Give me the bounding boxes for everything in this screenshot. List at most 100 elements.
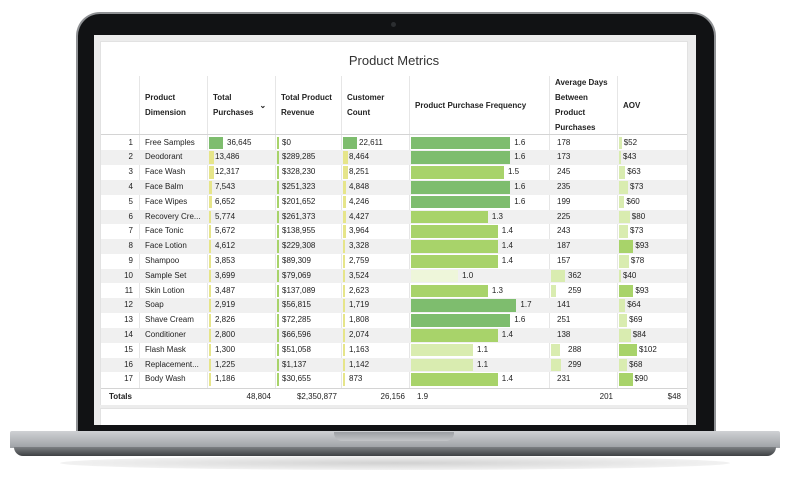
row-index: 15 [124, 344, 133, 354]
header-product-dimension[interactable]: Product Dimension [145, 93, 186, 117]
aov-bar [619, 328, 631, 342]
days-bar [551, 181, 553, 194]
aov-bar [619, 166, 626, 179]
average-days: 225 [557, 211, 571, 221]
total-product-revenue: $0 [282, 137, 291, 147]
table-row[interactable]: 5 Face Wipes 6,652 $201,652 4,246 1.6 199 $60 [101, 195, 687, 210]
customers-bar [343, 151, 349, 165]
frequency-bar [411, 166, 504, 179]
product-name: Face Balm [145, 181, 184, 191]
total-purchases: 5,774 [215, 211, 236, 221]
frequency-bar [411, 180, 511, 194]
product-name: Face Wipes [145, 196, 188, 206]
revenue-bar [277, 180, 279, 194]
purchases-bar [209, 136, 223, 150]
days-bar [551, 329, 553, 342]
purchases-bar [209, 166, 214, 179]
customer-count: 1,163 [349, 344, 370, 354]
row-index: 10 [124, 270, 133, 280]
aov-bar [619, 358, 628, 372]
customer-count: 8,464 [349, 152, 370, 162]
customer-count: 3,964 [349, 226, 370, 236]
secondary-panel [100, 408, 688, 425]
product-name: Shampoo [145, 255, 180, 265]
days-bar [551, 358, 561, 372]
days-bar [551, 373, 553, 386]
frequency-bar [411, 314, 511, 327]
total-product-revenue: $51,058 [282, 344, 311, 354]
table-row[interactable]: 17 Body Wash 1,186 $30,655 873 1.4 231 $90 [101, 372, 687, 387]
laptop-shadow [60, 456, 730, 470]
row-index: 3 [128, 167, 133, 177]
total-product-revenue: $138,955 [282, 226, 316, 236]
purchase-frequency: 1.6 [514, 196, 526, 206]
total-purchases: 3,699 [215, 270, 236, 280]
table-row[interactable]: 16 Replacement... 1,225 $1,137 1,142 1.1 299 $6… [101, 357, 687, 373]
average-days: 199 [557, 196, 571, 206]
aov-bar [619, 240, 634, 253]
table-row[interactable]: 10 Sample Set 3,699 $79,069 3,524 1.0 362 $40 [101, 268, 687, 284]
table-row[interactable]: 12 Soap 2,919 $56,815 1,719 1.7 141 $64 [101, 298, 687, 314]
header-customer-count[interactable]: Customer Count [347, 93, 385, 117]
header-divider [101, 134, 687, 135]
table-row[interactable]: 7 Face Tonic 5,672 $138,955 3,964 1.4 243 $73 [101, 224, 687, 239]
purchase-frequency: 1.6 [514, 315, 526, 325]
average-days: 178 [557, 137, 571, 147]
header-purchase-frequency[interactable]: Product Purchase Frequency [415, 100, 527, 110]
header-average-days[interactable]: Average Days Between Product Purchases [555, 78, 608, 132]
revenue-bar [277, 314, 279, 327]
header-aov[interactable]: AOV [623, 100, 641, 110]
table-row[interactable]: 15 Flash Mask 1,300 $51,058 1,163 1.1 288 $102 [101, 343, 687, 358]
revenue-bar [277, 284, 279, 298]
aov: $68 [629, 359, 643, 369]
customers-bar [343, 225, 346, 239]
average-days: 173 [557, 152, 571, 162]
header-total-purchases[interactable]: Total Purchases ⌄ [213, 93, 267, 117]
purchase-frequency: 1.4 [501, 255, 513, 265]
purchases-bar [209, 210, 212, 224]
purchases-bar [209, 225, 212, 239]
purchase-frequency: 1.1 [477, 344, 489, 354]
average-days: 299 [568, 359, 582, 369]
totals-aov: $48 [667, 392, 681, 401]
total-product-revenue: $289,285 [282, 152, 316, 162]
customers-bar [343, 210, 346, 224]
customers-bar [343, 195, 346, 209]
table-row[interactable]: 3 Face Wash 12,317 $328,230 8,251 1.5 245 $63 [101, 165, 687, 180]
product-name: Sample Set [145, 270, 187, 280]
table-row[interactable]: 9 Shampoo 3,853 $89,309 2,759 1.4 157 $78 [101, 254, 687, 269]
aov-bar [619, 299, 626, 313]
totals-customers: 26,156 [380, 392, 405, 401]
aov-bar [619, 180, 628, 194]
customers-bar [343, 240, 346, 253]
table-row[interactable]: 8 Face Lotion 4,612 $229,308 3,328 1.4 187 $93 [101, 239, 687, 254]
table-row[interactable]: 2 Deodorant 13,486 $289,285 8,464 1.6 173 $43 [101, 150, 687, 166]
table-row[interactable]: 1 Free Samples 36,645 $0 22,611 1.6 178 $52 [101, 136, 687, 151]
purchases-bar [209, 269, 211, 283]
table-row[interactable]: 13 Shave Cream 2,826 $72,285 1,808 1.6 251 $69 [101, 313, 687, 328]
table-row[interactable]: 11 Skin Lotion 3,487 $137,089 2,623 1.3 259 $93 [101, 284, 687, 299]
purchase-frequency: 1.4 [501, 374, 513, 384]
table-row[interactable]: 6 Recovery Cre... 5,774 $261,373 4,427 1.3 225… [101, 209, 687, 225]
product-name: Recovery Cre... [145, 211, 201, 221]
header-total-product-revenue[interactable]: Total Product Revenue [281, 93, 332, 117]
total-purchases: 1,225 [215, 359, 236, 369]
average-days: 141 [557, 300, 571, 310]
total-purchases: 12,317 [215, 167, 240, 177]
total-purchases: 4,612 [215, 241, 236, 251]
chevron-down-icon[interactable]: ⌄ [259, 100, 267, 110]
totals-label: Totals [109, 392, 132, 401]
purchase-frequency: 1.1 [477, 359, 489, 369]
product-name: Deodorant [145, 152, 183, 162]
table-row[interactable]: 14 Conditioner 2,800 $66,596 2,074 1.4 138 $84 [101, 327, 687, 343]
purchase-frequency: 1.3 [491, 211, 503, 221]
totals-days: 201 [599, 392, 613, 401]
revenue-bar [277, 358, 279, 372]
table-row[interactable]: 4 Face Balm 7,543 $251,323 4,848 1.6 235 $73 [101, 179, 687, 195]
product-name: Replacement... [145, 359, 199, 369]
average-days: 243 [557, 226, 571, 236]
row-index: 14 [124, 329, 133, 339]
purchase-frequency: 1.6 [514, 152, 526, 162]
aov: $78 [630, 255, 645, 265]
days-bar [551, 240, 553, 253]
